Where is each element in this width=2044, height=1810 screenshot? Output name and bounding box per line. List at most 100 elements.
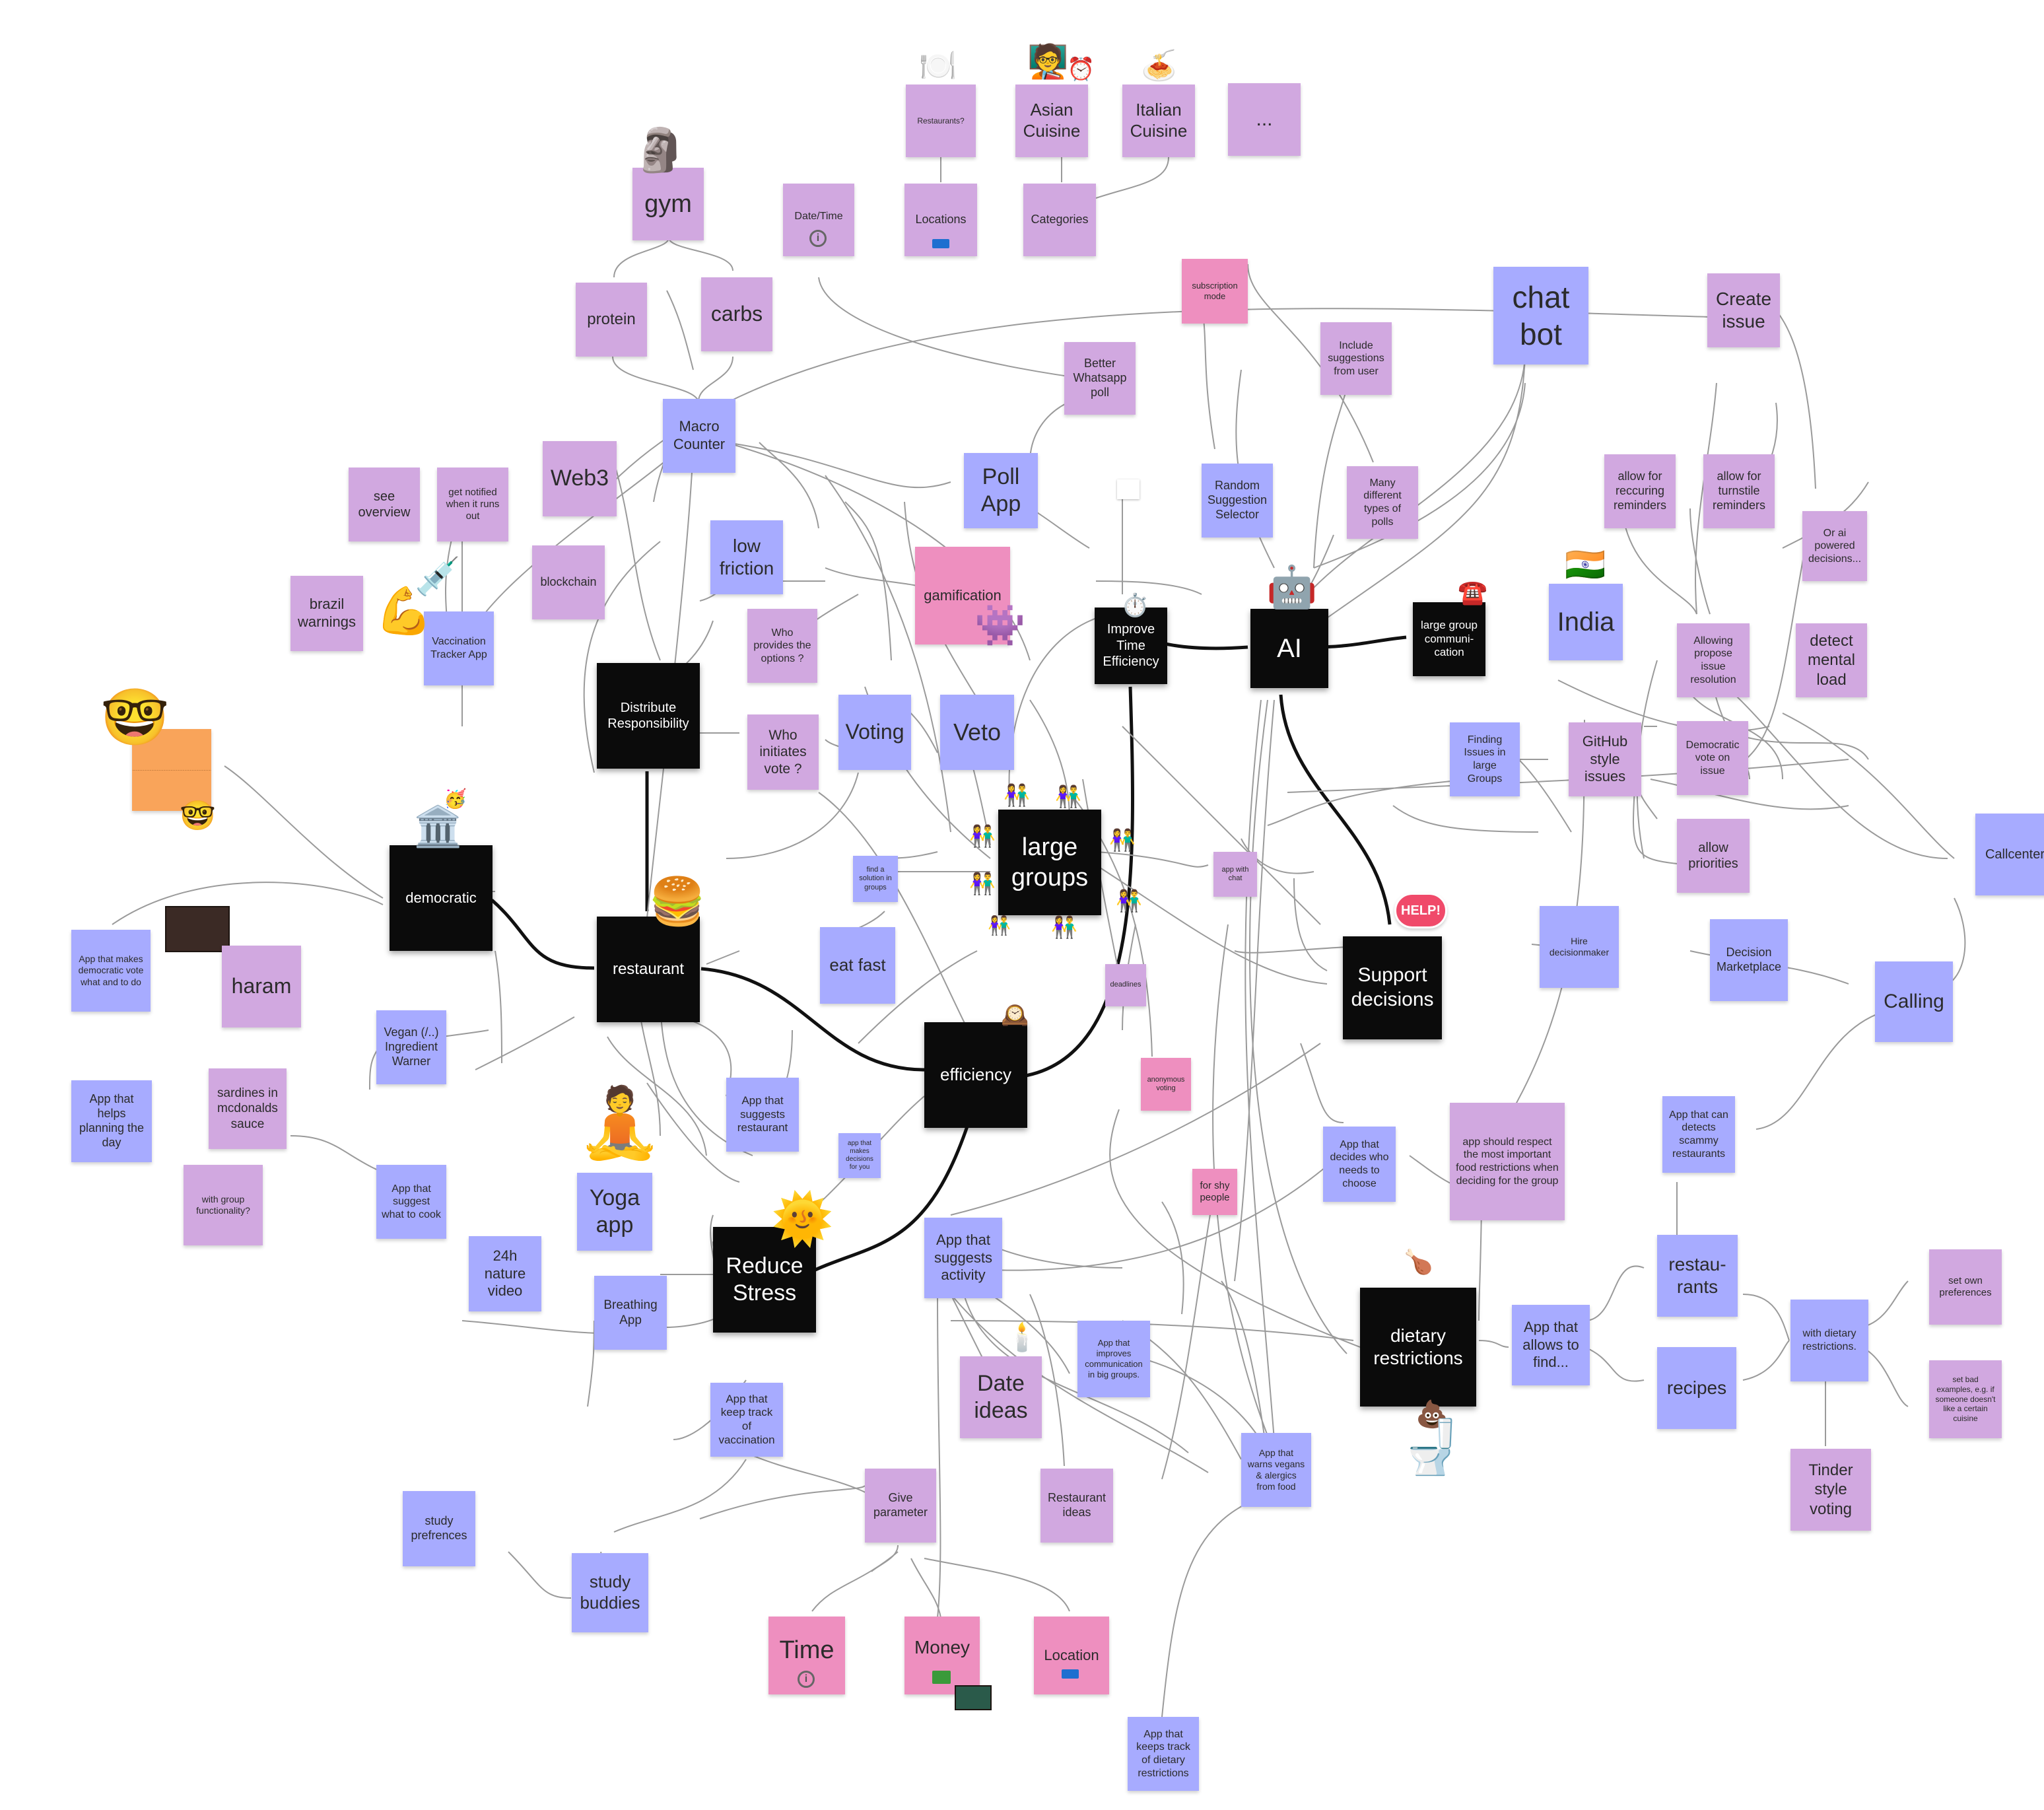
- with-dietary-restrictions-note[interactable]: with dietary restrictions.: [1790, 1300, 1868, 1381]
- deadlines-note[interactable]: deadlines: [1105, 964, 1146, 1006]
- date-ideas-note[interactable]: Date ideas: [960, 1356, 1042, 1438]
- brazil-warnings-note[interactable]: brazil warnings: [290, 576, 363, 651]
- restaurants-question-note[interactable]: Restaurants?: [906, 85, 976, 157]
- makes-decisions-app-note[interactable]: app that makes decisions for you: [838, 1133, 881, 1178]
- efficiency-note[interactable]: efficiency: [924, 1022, 1027, 1128]
- suggests-restaurant-app-note[interactable]: App that suggests restaurant: [726, 1078, 799, 1152]
- long-text-note[interactable]: ........................................…: [132, 729, 211, 811]
- poll-app-note[interactable]: Poll App: [964, 453, 1038, 528]
- india-note[interactable]: India: [1549, 584, 1623, 660]
- democratic-vote-on-issue-note[interactable]: Democratic vote on issue: [1677, 721, 1748, 795]
- create-issue-note[interactable]: Create issue: [1707, 273, 1780, 347]
- macro-counter-note[interactable]: Macro Counter: [663, 399, 735, 473]
- detect-scammy-note[interactable]: App that can detects scammy restaurants: [1662, 1096, 1735, 1173]
- study-preferences-note[interactable]: study prefrences: [403, 1491, 475, 1566]
- eat-fast-note[interactable]: eat fast: [820, 927, 895, 1004]
- decision-marketplace-note[interactable]: Decision Marketplace: [1710, 919, 1788, 1001]
- give-parameter-note[interactable]: Give parameter: [865, 1469, 936, 1543]
- ai-powered-decisions-note[interactable]: Or ai powered decisions...: [1802, 511, 1867, 581]
- flexed-bicep-icon: 💪: [375, 584, 433, 638]
- warns-vegans-note[interactable]: App that warns vegans & alergics from fo…: [1241, 1433, 1311, 1507]
- who-initiates-vote-note[interactable]: Who initiates vote ?: [747, 714, 819, 790]
- callcenter-note[interactable]: Callcenter: [1975, 814, 2044, 895]
- sardines-note[interactable]: sardines in mcdonalds sauce: [209, 1068, 287, 1149]
- democratic-note[interactable]: democratic: [390, 845, 493, 951]
- tinder-style-voting-note[interactable]: Tinder style voting: [1790, 1449, 1871, 1531]
- set-own-preferences-note[interactable]: set own preferences: [1929, 1249, 2002, 1325]
- decides-who-chooses-note[interactable]: App that decides who needs to choose: [1323, 1127, 1396, 1202]
- finding-issues-note[interactable]: Finding Issues in large Groups: [1450, 722, 1520, 796]
- asian-cuisine-note[interactable]: Asian Cuisine: [1015, 85, 1088, 157]
- haram-note[interactable]: haram: [222, 946, 301, 1027]
- tiny-label-note[interactable]: [1117, 479, 1140, 499]
- blockchain-note[interactable]: blockchain: [532, 545, 605, 619]
- web3-note[interactable]: Web3: [543, 441, 617, 516]
- chat-bot-note[interactable]: chat bot: [1493, 267, 1588, 365]
- calling-note[interactable]: Calling: [1875, 961, 1953, 1042]
- subscription-mode-note[interactable]: subscription mode: [1182, 259, 1248, 324]
- yoga-app-note[interactable]: Yoga app: [577, 1173, 652, 1251]
- restaurant-ideas-note[interactable]: Restaurant ideas: [1040, 1469, 1113, 1543]
- recurring-reminders-note[interactable]: allow for reccuring reminders: [1604, 454, 1676, 528]
- ai-note[interactable]: AI: [1250, 609, 1328, 688]
- large-group-communication-note[interactable]: large group communi-cation: [1413, 602, 1485, 676]
- gym-note[interactable]: gym: [632, 168, 704, 240]
- hire-decisionmaker-note[interactable]: Hire decisionmaker: [1540, 906, 1619, 988]
- see-overview-note[interactable]: see overview: [349, 468, 420, 541]
- respect-food-restrictions-note[interactable]: app should respect the most important fo…: [1450, 1103, 1565, 1220]
- breathing-app-note[interactable]: Breathing App: [594, 1276, 667, 1350]
- random-suggestion-selector-note[interactable]: Random Suggestion Selector: [1202, 464, 1273, 538]
- fork-plate-icon: 🍽️: [919, 48, 957, 83]
- dietary-tracker-app-note[interactable]: App that keeps track of dietary restrict…: [1128, 1717, 1199, 1791]
- vegan-warner-note[interactable]: Vegan (/..) Ingredient Warner: [376, 1010, 446, 1084]
- better-whatsapp-poll-note[interactable]: Better Whatsapp poll: [1064, 342, 1136, 415]
- carbs-note[interactable]: carbs: [701, 277, 772, 351]
- voting-note[interactable]: Voting: [838, 695, 911, 770]
- low-friction-note[interactable]: low friction: [710, 520, 783, 594]
- location-note[interactable]: Location: [1034, 1617, 1109, 1694]
- suggests-activity-app-note[interactable]: App that suggests activity: [924, 1218, 1002, 1298]
- restaurant-note[interactable]: restaurant: [597, 917, 700, 1022]
- large-groups-note[interactable]: large groups: [998, 810, 1101, 915]
- nature-video-note[interactable]: 24h nature video: [469, 1236, 541, 1311]
- distribute-responsibility-note[interactable]: Distribute Responsibility: [597, 663, 700, 769]
- get-notified-note[interactable]: get notified when it runs out: [437, 468, 508, 541]
- include-suggestions-note[interactable]: Include suggestions from user: [1320, 322, 1392, 395]
- study-buddies-note[interactable]: study buddies: [572, 1553, 648, 1632]
- app-with-chat-note[interactable]: app with chat: [1213, 852, 1257, 897]
- italian-cuisine-note[interactable]: Italian Cuisine: [1122, 85, 1195, 157]
- reduce-stress-note[interactable]: Reduce Stress: [713, 1227, 816, 1333]
- who-provides-note[interactable]: Who provides the options ?: [747, 609, 817, 683]
- allow-priorities-note[interactable]: allow priorities: [1677, 819, 1750, 893]
- propose-issue-resolution-note[interactable]: Allowing propose issue resolution: [1677, 623, 1750, 697]
- dietary-restrictions-note[interactable]: dietary restrictions: [1360, 1288, 1476, 1407]
- group-functionality-note[interactable]: with group functionality?: [184, 1165, 263, 1245]
- smiley-icon: 🥳: [444, 788, 467, 810]
- veto-note[interactable]: Veto: [940, 695, 1014, 770]
- github-style-issues-note[interactable]: GitHub style issues: [1569, 722, 1641, 796]
- detect-mental-load-note[interactable]: detect mental load: [1796, 623, 1867, 697]
- categories-note[interactable]: Categories: [1023, 184, 1096, 256]
- ellipsis-note[interactable]: ...: [1228, 83, 1301, 156]
- allows-to-find-app-note[interactable]: App that allows to find...: [1512, 1305, 1590, 1385]
- spaghetti-icon: 🍝: [1141, 49, 1177, 83]
- democratic-vote-app-note[interactable]: App that makes democratic vote what and …: [71, 930, 151, 1012]
- turnstile-reminders-note[interactable]: allow for turnstile reminders: [1703, 454, 1775, 528]
- restaurants-note[interactable]: restau- rants: [1657, 1235, 1738, 1317]
- people-pair-icon: 👫: [969, 871, 996, 896]
- many-polls-note[interactable]: Many different types of polls: [1347, 466, 1418, 539]
- recipes-note[interactable]: recipes: [1657, 1347, 1736, 1429]
- vaccination-tracking-app-note[interactable]: App that keep track of vaccination: [710, 1383, 783, 1457]
- gamification-note[interactable]: gamification: [915, 547, 1010, 644]
- anonymous-voting-note[interactable]: anonymous voting: [1141, 1058, 1191, 1111]
- vaccination-tracker-note[interactable]: Vaccination Tracker App: [424, 611, 494, 685]
- protein-note[interactable]: protein: [576, 283, 647, 357]
- shy-people-note[interactable]: for shy people: [1192, 1169, 1237, 1215]
- improves-communication-note[interactable]: App that improves communication in big g…: [1077, 1321, 1150, 1397]
- set-bad-examples-note[interactable]: set bad examples, e.g. if someone doesn'…: [1929, 1360, 2002, 1438]
- find-solution-note[interactable]: find a solution in groups: [853, 856, 898, 902]
- planning-day-app-note[interactable]: App that helps planning the day: [71, 1080, 152, 1162]
- support-decisions-note[interactable]: Support decisions: [1343, 936, 1442, 1039]
- improve-time-efficiency-note[interactable]: Improve Time Efficiency: [1095, 608, 1167, 684]
- suggest-cook-app-note[interactable]: App that suggest what to cook: [376, 1165, 446, 1239]
